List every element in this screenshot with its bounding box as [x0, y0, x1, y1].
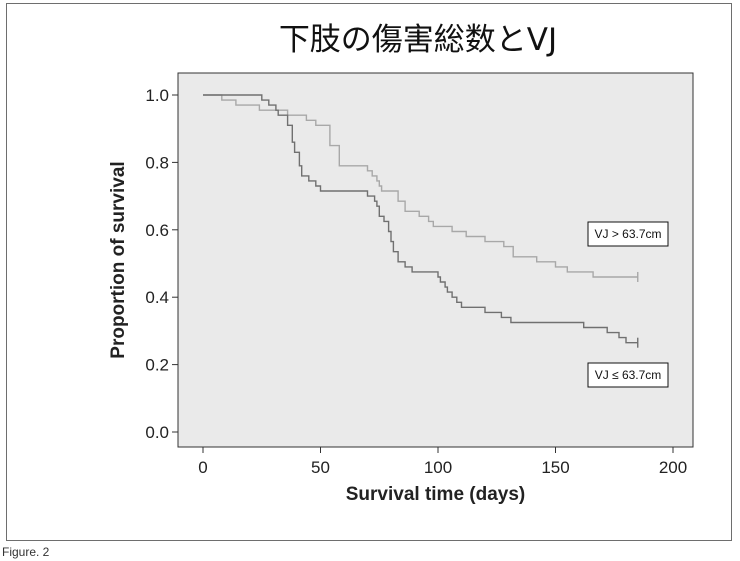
annotation-box [587, 221, 669, 247]
x-axis-title: Survival time (days) [346, 484, 526, 505]
y-tick-label: 0.6 [145, 221, 169, 240]
series-line-vj-low [203, 94, 638, 344]
annotation-box [587, 362, 669, 388]
plot-area [177, 72, 694, 448]
x-tick-label: 200 [659, 458, 687, 477]
y-tick-label: 0.2 [145, 356, 169, 375]
series-line-vj-high [203, 94, 638, 278]
annotation-label: VJ ≤ 63.7cm [595, 368, 662, 382]
y-tick-label: 1.0 [145, 86, 169, 105]
x-tick-label: 100 [424, 458, 452, 477]
y-tick-label: 0.4 [145, 288, 169, 307]
annotation-label: VJ > 63.7cm [594, 227, 661, 241]
y-tick-label: 0.8 [145, 153, 169, 172]
figure-caption: Figure. 2 [2, 545, 50, 559]
x-tick-label: 0 [198, 458, 207, 477]
x-tick-label: 150 [541, 458, 569, 477]
annotation-layer: VJ > 63.7cm VJ ≤ 63.7cm [587, 221, 669, 388]
x-tick-label: 50 [311, 458, 330, 477]
series-layer [203, 94, 639, 348]
axes: 0.0 0.2 0.4 0.6 0.8 1.0 0 50 100 150 200 [145, 86, 687, 477]
y-axis-title: Proportion of survival [108, 161, 129, 358]
y-tick-label: 0.0 [145, 423, 169, 442]
chart-title: 下肢の傷害総数とVJ [279, 22, 557, 58]
